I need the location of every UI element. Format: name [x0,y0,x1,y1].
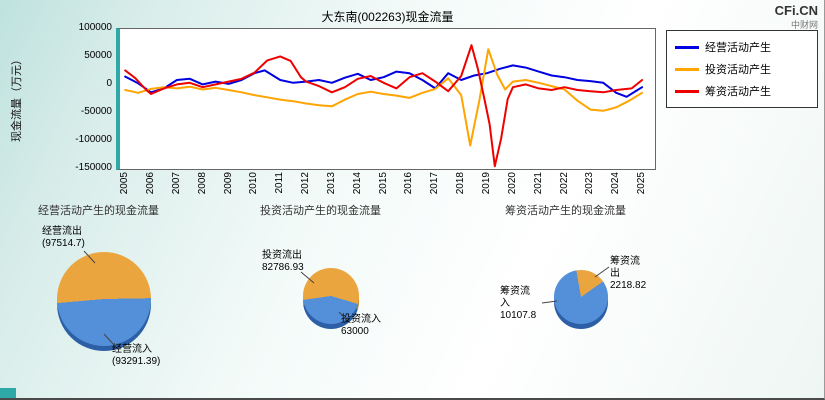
pie-label-investing-inflow: 投资流入 63000 [341,314,381,338]
y-axis-label: 现金流量（万元） [11,54,23,142]
x-tick-label: 2020 [506,172,518,195]
series-financing [124,44,644,168]
x-tick-label: 2023 [584,172,596,195]
pie-financing [554,270,608,329]
x-tick-label: 2018 [455,172,467,195]
line-plot [124,44,644,168]
x-tick-label: 2007 [170,172,182,195]
line-chart-title: 大东南(002263)现金流量 [321,10,454,24]
pie-label-value: 10107.8 [500,310,537,321]
x-tick-label: 2025 [636,172,648,195]
pie-label-financing-inflow: 筹资流入 10107.8 [500,286,536,322]
y-tick-label: 100000 [78,22,112,33]
x-tick-label: 2012 [300,172,312,195]
y-tick-label: -100000 [75,134,112,145]
legend-item-operating: 经营活动产生 [675,39,809,55]
pie-label-text: 投资流出 [262,250,302,261]
x-tick-label: 2009 [222,172,234,195]
corner-accent [0,388,16,398]
pie-label-operating-inflow: 经营流入 (93291.39) [112,344,160,368]
x-tick-label: 2021 [532,172,544,195]
series-investing [124,48,644,147]
legend-label-financing: 筹资活动产生 [705,86,771,98]
y-tick-label: -150000 [75,162,112,173]
legend: 经营活动产生 投资活动产生 筹资活动产生 [666,30,818,108]
section-title-operating: 经营活动产生的现金流量 [38,205,159,217]
x-tick-label: 2006 [145,172,156,195]
legend-line-financing-icon [675,89,699,93]
x-tick-label: 2013 [325,172,337,195]
pie-label-financing-outflow: 筹资流出 2218.82 [610,256,646,292]
pie-operating [57,252,151,351]
pie-label-text: 经营流入 [112,344,152,355]
y-axis-ticks: 100000 50000 0 -50000 -100000 -150000 [62,22,114,173]
pie-label-investing-outflow: 投资流出 82786.93 [262,250,304,274]
x-tick-label: 2015 [377,172,389,195]
y-tick-label: -50000 [80,106,112,117]
plot-area [116,28,656,170]
x-tick-label: 2005 [119,172,131,195]
x-tick-label: 2017 [429,172,441,195]
brand-text: CFi.CN [774,3,818,18]
pie-label-text: 筹资流出 [610,256,640,279]
x-tick-label: 2011 [274,172,286,194]
y-tick-label: 50000 [84,50,112,61]
x-tick-label: 2014 [351,172,363,195]
section-title-investing: 投资活动产生的现金流量 [260,205,381,217]
x-tick-label: 2010 [248,172,260,195]
pie-label-text: 投资流入 [341,314,381,325]
legend-label-investing: 投资活动产生 [705,64,771,76]
y-tick-label: 0 [106,78,112,89]
watermark: CFi.CN 中财网 [775,3,818,31]
x-tick-label: 2019 [481,172,492,195]
pie-label-value: 82786.93 [262,262,304,273]
legend-item-financing: 筹资活动产生 [675,83,809,99]
pie-operating-disc [57,252,151,346]
pie-label-value: (97514.7) [42,238,85,249]
pie-label-value: 63000 [341,326,369,337]
pie-label-text: 筹资流入 [500,286,530,309]
pie-label-value: (93291.39) [112,356,161,367]
legend-line-operating-icon [675,45,699,49]
x-tick-label: 2008 [196,172,208,195]
x-tick-label: 2016 [403,172,415,195]
series-operating [124,64,644,98]
x-tick-label: 2022 [558,172,570,195]
pie-label-text: 经营流出 [42,226,82,237]
legend-item-investing: 投资活动产生 [675,61,809,77]
pie-financing-disc [554,270,608,324]
legend-label-operating: 经营活动产生 [705,42,771,54]
pie-label-value: 2218.82 [610,280,647,291]
x-tick-label: 2024 [610,172,622,195]
legend-line-investing-icon [675,67,699,71]
section-title-financing: 筹资活动产生的现金流量 [505,205,626,217]
x-axis-ticks: 2005 2006 2007 2008 2009 2010 2011 2012 2013 2014… [119,172,655,204]
pie-label-operating-outflow: 经营流出 (97514.7) [42,226,85,250]
brand-subtext: 中财网 [790,20,818,30]
